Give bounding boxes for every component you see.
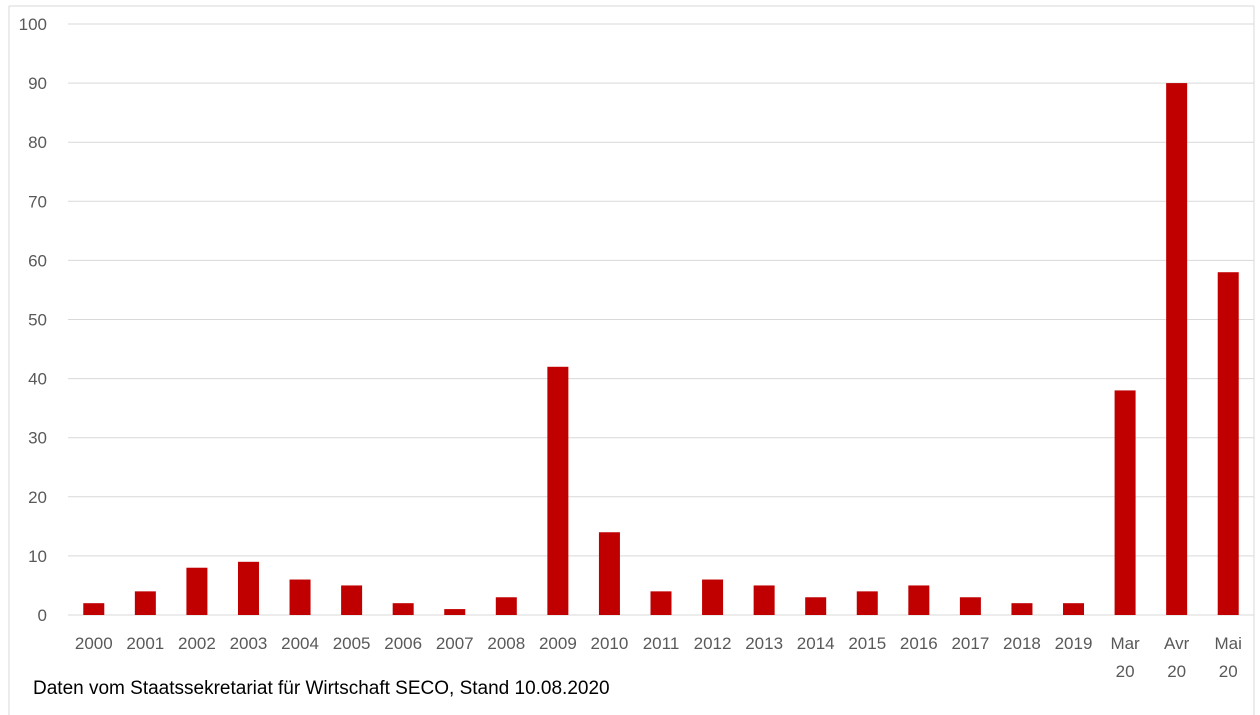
bar bbox=[753, 585, 775, 615]
source-note: Daten vom Staatssekretariat für Wirtscha… bbox=[33, 678, 610, 699]
bar bbox=[959, 597, 981, 615]
y-tick-label: 20 bbox=[28, 488, 47, 507]
x-tick-label: 2008 bbox=[487, 634, 525, 653]
bar bbox=[1166, 83, 1188, 616]
x-tick-label: 2003 bbox=[230, 634, 268, 653]
y-tick-label: 30 bbox=[28, 429, 47, 448]
bar bbox=[392, 603, 414, 615]
x-tick-label: 2002 bbox=[178, 634, 216, 653]
y-tick-label: 80 bbox=[28, 133, 47, 152]
bar bbox=[83, 603, 105, 615]
bar bbox=[134, 591, 156, 615]
x-tick-label: 2010 bbox=[591, 634, 629, 653]
x-tick-label: 2004 bbox=[281, 634, 319, 653]
x-tick-label: 2011 bbox=[643, 634, 680, 653]
x-tick-label: Avr 20 bbox=[1164, 634, 1190, 681]
y-tick-label: 60 bbox=[28, 251, 47, 270]
bar bbox=[1217, 272, 1239, 615]
bar bbox=[289, 579, 311, 615]
bar bbox=[186, 567, 208, 615]
bar bbox=[650, 591, 672, 615]
y-tick-label: 10 bbox=[28, 547, 47, 566]
bar bbox=[1011, 603, 1033, 615]
y-tick-label: 40 bbox=[28, 370, 47, 389]
x-tick-label: 2012 bbox=[694, 634, 732, 653]
bar bbox=[856, 591, 878, 615]
x-tick-label: 2018 bbox=[1003, 634, 1041, 653]
bar bbox=[702, 579, 724, 615]
x-tick-label: 2007 bbox=[436, 634, 474, 653]
x-tick-label: 2006 bbox=[384, 634, 422, 653]
x-tick-label: 2009 bbox=[539, 634, 577, 653]
x-tick-label: 2015 bbox=[848, 634, 886, 653]
x-tick-label: 2000 bbox=[75, 634, 113, 653]
y-axis: 0 10 20 30 40 50 60 70 80 90 100 bbox=[19, 15, 47, 625]
bar bbox=[341, 585, 363, 615]
x-tick-label: 2016 bbox=[900, 634, 938, 653]
bar bbox=[495, 597, 517, 615]
bar bbox=[805, 597, 827, 615]
y-tick-label: 70 bbox=[28, 192, 47, 211]
bar bbox=[547, 366, 569, 615]
x-tick-label: 2013 bbox=[745, 634, 783, 653]
bar bbox=[598, 532, 620, 615]
bar bbox=[1063, 603, 1085, 615]
bar bbox=[1114, 390, 1136, 615]
bars bbox=[83, 83, 1239, 616]
x-tick-label: 2014 bbox=[797, 634, 835, 653]
x-tick-label: 2005 bbox=[333, 634, 371, 653]
y-tick-label: 0 bbox=[38, 606, 47, 625]
bar bbox=[444, 609, 466, 615]
bar bbox=[237, 561, 259, 615]
y-tick-label: 50 bbox=[28, 311, 47, 330]
bar bbox=[908, 585, 930, 615]
y-tick-label: 100 bbox=[19, 15, 47, 34]
x-axis: 2000 2001 2002 2003 2004 2005 2006 2007 2008 2009… bbox=[75, 634, 1242, 681]
x-tick-label: 2001 bbox=[126, 634, 164, 653]
x-tick-label: Mar 20 bbox=[1110, 634, 1140, 681]
x-tick-label: 2017 bbox=[951, 634, 989, 653]
y-tick-label: 90 bbox=[28, 74, 47, 93]
x-tick-label: Mai 20 bbox=[1215, 634, 1242, 681]
x-tick-label: 2019 bbox=[1055, 634, 1093, 653]
gridlines bbox=[68, 23, 1254, 616]
